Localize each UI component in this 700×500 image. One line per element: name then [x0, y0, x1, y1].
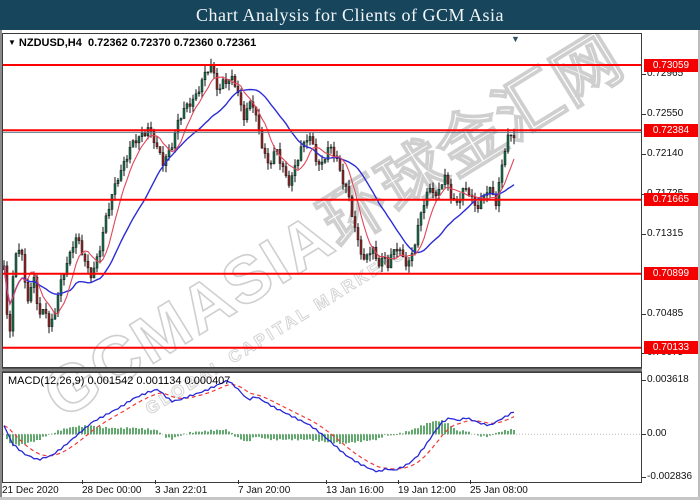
date-tick-mark: [238, 480, 239, 484]
window-left-border: [0, 30, 2, 500]
price-level-badge: 0.70899: [644, 267, 698, 280]
price-tick-label: 0.72965: [647, 68, 684, 79]
ma-slow-line: [3, 88, 515, 307]
price-tick-label: 0.71315: [647, 228, 684, 239]
price-tick-mark: [642, 234, 646, 235]
date-label: 28 Dec 00:00: [82, 485, 142, 496]
date-tick-mark: [326, 480, 327, 484]
symbol-period-label: NZDUSD,H4: [18, 37, 82, 49]
macd-label: MACD(12,26,9): [8, 375, 85, 387]
price-tick-label: 0.72550: [647, 108, 684, 119]
main-chart-canvas[interactable]: [2, 33, 642, 368]
date-label: 7 Jan 20:00: [238, 485, 291, 496]
macd-values: 0.001542 0.001134 0.000407: [87, 375, 231, 387]
date-tick-mark: [155, 480, 156, 484]
collapse-arrow-icon[interactable]: ▼: [8, 38, 16, 47]
window-titlebar: Chart Analysis for Clients of GCM Asia: [0, 0, 700, 30]
ma-fast-line: [3, 76, 515, 315]
price-tick-mark: [642, 114, 646, 115]
price-tick-label: 0.70485: [647, 308, 684, 319]
date-label: 19 Jan 12:00: [398, 485, 456, 496]
symbol-header: ▼ NZDUSD,H4 0.72362 0.72370 0.72360 0.723…: [8, 37, 256, 49]
price-level-badge: 0.72384: [644, 124, 698, 137]
price-tick-mark: [642, 154, 646, 155]
macd-tick-label: 0.00: [647, 428, 667, 439]
price-tick-mark: [642, 74, 646, 75]
macd-header: MACD(12,26,9) 0.001542 0.001134 0.000407: [8, 375, 230, 387]
panel-splitter[interactable]: [2, 368, 642, 372]
window-right-border: [698, 30, 700, 500]
chart-shift-marker-icon[interactable]: ▼: [511, 34, 520, 44]
window-title: Chart Analysis for Clients of GCM Asia: [196, 4, 504, 25]
window-bottom-border: [0, 497, 700, 500]
macd-panel-canvas[interactable]: [2, 372, 642, 483]
macd-main-line: [3, 379, 515, 473]
price-tick-mark: [642, 314, 646, 315]
quotes-label: 0.72362 0.72370 0.72360 0.72361: [88, 37, 257, 49]
date-label: 25 Jan 08:00: [470, 485, 528, 496]
date-label: 3 Jan 22:01: [155, 485, 208, 496]
macd-tick-label: 0.003618: [647, 374, 689, 385]
macd-signal-line: [3, 383, 515, 470]
price-tick-label: 0.72140: [647, 148, 684, 159]
macd-tick-label: -0.002836: [647, 471, 693, 482]
price-level-badge: 0.70133: [644, 341, 698, 354]
date-label: 21 Dec 2020: [2, 485, 59, 496]
macd-tick-mark: [642, 380, 646, 381]
date-tick-mark: [398, 480, 399, 484]
date-tick-mark: [470, 480, 471, 484]
date-label: 13 Jan 16:00: [326, 485, 384, 496]
price-level-badge: 0.71665: [644, 193, 698, 206]
macd-tick-mark: [642, 477, 646, 478]
macd-tick-mark: [642, 434, 646, 435]
date-tick-mark: [82, 480, 83, 484]
price-level-badge: 0.73059: [644, 59, 698, 72]
